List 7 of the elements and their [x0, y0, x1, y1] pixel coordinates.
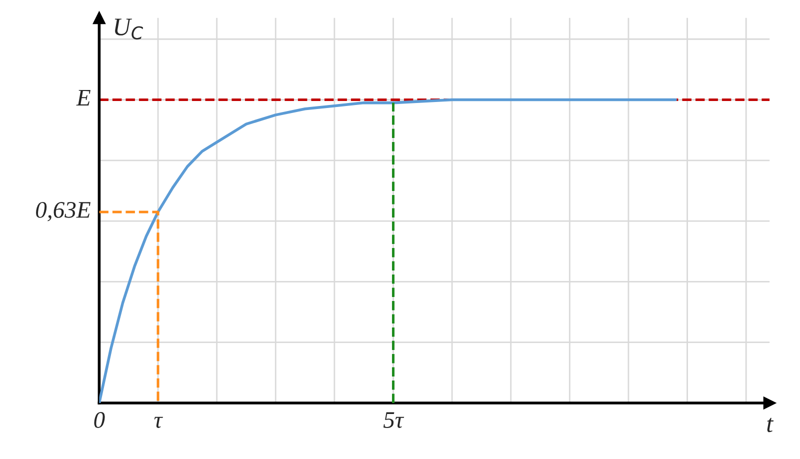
- x-tick-label: τ: [154, 416, 163, 428]
- x-axis-title: t: [767, 418, 774, 432]
- y-axis-title: U$_{C}$: [114, 18, 144, 40]
- x-tick-label: 5τ: [383, 412, 404, 428]
- annotation: 0,63E: [36, 202, 90, 222]
- x-tick-label: 0: [94, 412, 105, 428]
- ref-line-label: E: [76, 90, 90, 106]
